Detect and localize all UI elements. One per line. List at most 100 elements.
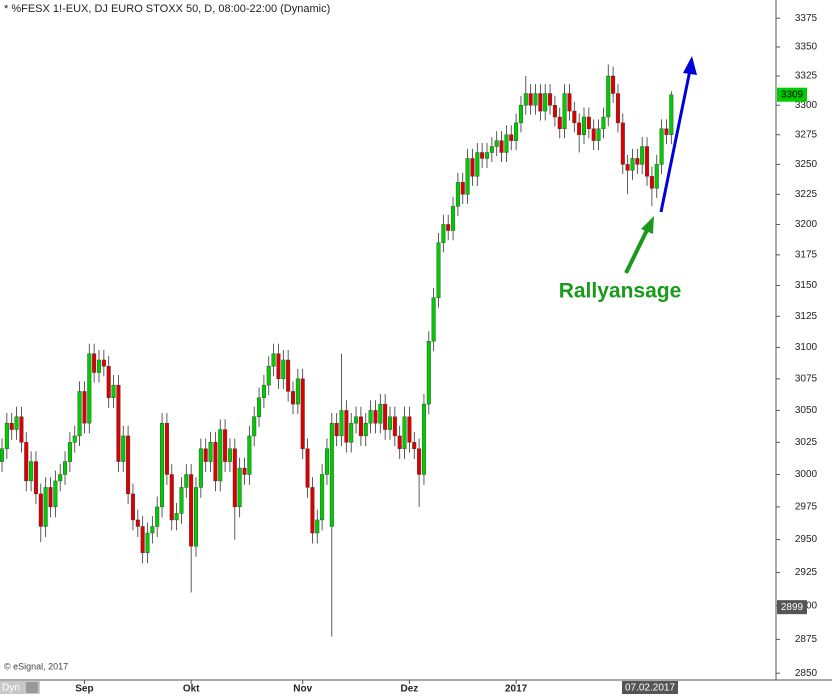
candle-body bbox=[625, 164, 630, 171]
candle-body bbox=[606, 75, 611, 118]
candle-body bbox=[310, 487, 315, 534]
candle-body bbox=[543, 93, 548, 112]
candle-body bbox=[494, 140, 499, 147]
y-tick-label: 3175 bbox=[795, 249, 818, 260]
candle-body bbox=[305, 448, 310, 488]
candle-body bbox=[509, 134, 514, 141]
y-tick-label: 3375 bbox=[795, 13, 818, 24]
candle-body bbox=[518, 105, 523, 124]
candle-body bbox=[654, 164, 659, 189]
y-tick-label: 3050 bbox=[795, 405, 818, 416]
candle-body bbox=[596, 128, 601, 141]
candle-body bbox=[77, 391, 82, 437]
x-tick-label: Dez bbox=[401, 684, 419, 694]
candle-body bbox=[426, 341, 431, 405]
candle-body bbox=[339, 410, 344, 437]
candle-body bbox=[480, 152, 485, 159]
y-tick-label: 3075 bbox=[795, 373, 818, 384]
y-tick-label: 3300 bbox=[795, 100, 818, 111]
candle-body bbox=[53, 480, 58, 508]
candle-body bbox=[572, 110, 577, 124]
candle-body bbox=[315, 519, 320, 534]
candle-body bbox=[164, 422, 169, 475]
corner-label: Dyn bbox=[2, 683, 20, 694]
candle-body bbox=[344, 410, 349, 443]
candle-body bbox=[557, 116, 562, 129]
candle-body bbox=[276, 353, 281, 380]
candle-body bbox=[504, 134, 509, 153]
candle-body bbox=[349, 422, 354, 443]
candle-body bbox=[533, 93, 538, 106]
candle-body bbox=[48, 487, 53, 508]
x-tick-label: Okt bbox=[183, 684, 200, 694]
candle-body bbox=[402, 416, 407, 449]
candle-body bbox=[169, 474, 174, 521]
candle-body bbox=[29, 461, 34, 482]
candle-body bbox=[659, 128, 664, 165]
candle-body bbox=[417, 448, 422, 475]
candle-body bbox=[130, 493, 135, 521]
candle-body bbox=[145, 532, 150, 553]
candle-body bbox=[431, 297, 436, 342]
candle-body bbox=[363, 422, 368, 437]
last-price: 3309 bbox=[781, 89, 804, 100]
candle-body bbox=[562, 93, 567, 129]
candle-body bbox=[126, 435, 131, 495]
y-tick-label: 3250 bbox=[795, 159, 818, 170]
candle-body bbox=[436, 242, 441, 298]
candle-body bbox=[392, 416, 397, 437]
candle-body bbox=[421, 403, 426, 475]
candle-body bbox=[184, 474, 189, 488]
candle-body bbox=[329, 422, 334, 527]
candle-body bbox=[87, 353, 92, 424]
candle-body bbox=[601, 116, 606, 129]
y-tick-label: 3225 bbox=[795, 189, 818, 200]
candle-body bbox=[649, 176, 654, 189]
y-tick-label: 2925 bbox=[795, 567, 818, 578]
candle-body bbox=[475, 152, 480, 177]
candle-body bbox=[208, 442, 213, 462]
candle-body bbox=[33, 461, 38, 495]
candle-body bbox=[281, 359, 286, 380]
date-marker-box bbox=[622, 681, 678, 694]
candle-body bbox=[455, 182, 460, 207]
candle-body bbox=[121, 435, 126, 462]
y-tick-label: 3000 bbox=[795, 469, 818, 480]
candle-body bbox=[150, 526, 155, 534]
candle-body bbox=[111, 384, 116, 398]
y-tick-label: 3125 bbox=[795, 311, 818, 322]
candle-body bbox=[135, 519, 140, 527]
candle-body bbox=[640, 146, 645, 165]
candle-body bbox=[635, 158, 640, 165]
candle-body bbox=[358, 416, 363, 437]
candle-body bbox=[368, 410, 373, 424]
corner-icon[interactable] bbox=[26, 682, 38, 693]
candle-body bbox=[72, 435, 77, 443]
candle-body bbox=[470, 158, 475, 177]
candle-body bbox=[320, 474, 325, 521]
candle-body bbox=[96, 359, 101, 373]
y-tick-label: 3150 bbox=[795, 280, 818, 291]
candle-body bbox=[295, 378, 300, 405]
candle-body bbox=[67, 442, 72, 462]
candle-body bbox=[189, 474, 194, 547]
candle-body bbox=[514, 122, 519, 141]
x-tick-label: 2017 bbox=[505, 684, 528, 694]
candle-body bbox=[611, 75, 616, 94]
candle-body bbox=[586, 116, 591, 129]
candle-body bbox=[577, 122, 582, 135]
candle-body bbox=[489, 146, 494, 153]
candle-body bbox=[291, 391, 296, 405]
candle-body bbox=[101, 359, 106, 367]
candle-body bbox=[383, 403, 388, 430]
candle-body bbox=[261, 384, 266, 398]
candle-body bbox=[630, 158, 635, 171]
candle-body bbox=[499, 140, 504, 153]
x-tick-label: Nov bbox=[293, 684, 312, 694]
candle-body bbox=[354, 416, 359, 424]
candle-body bbox=[247, 435, 252, 475]
candle-body bbox=[198, 448, 203, 488]
candle-body bbox=[252, 416, 257, 437]
candle-body bbox=[160, 422, 165, 508]
